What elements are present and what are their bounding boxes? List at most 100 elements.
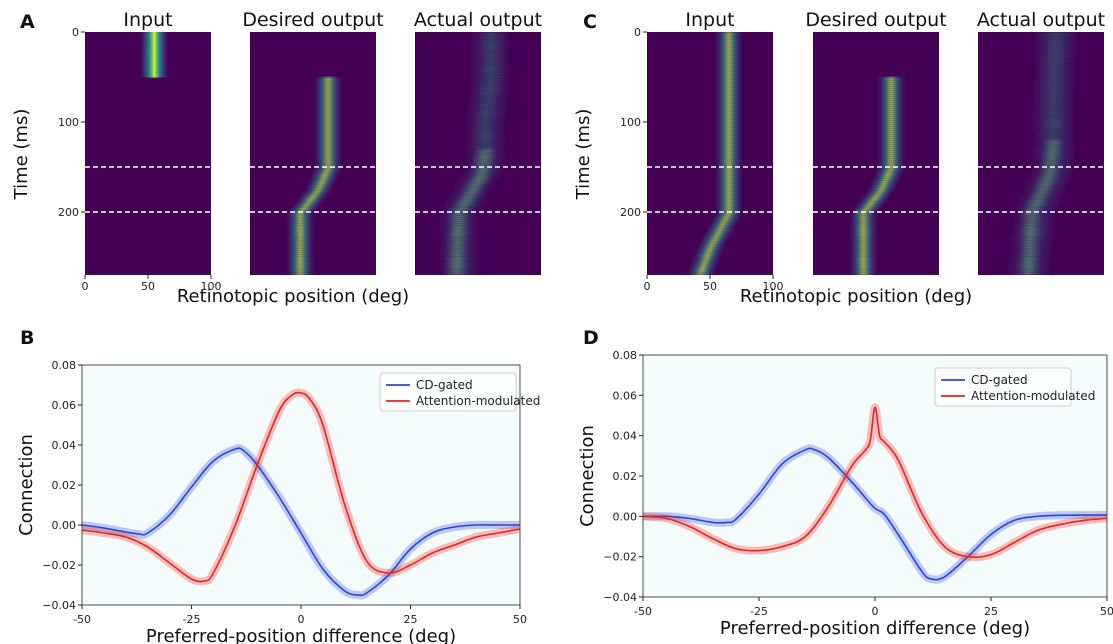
actual-ridge-core	[1020, 245, 1039, 249]
desired-ridge	[876, 107, 907, 110]
input-ridge	[707, 224, 738, 227]
actual-ridge	[464, 112, 509, 115]
actual-ridge	[1029, 105, 1078, 109]
desired-ridge	[313, 91, 344, 94]
desired-ridge	[876, 115, 907, 118]
desired-ridge	[876, 149, 907, 152]
actual-ridge-core	[445, 271, 466, 274]
actual-ridge-core	[1043, 150, 1062, 153]
desired-ridge	[862, 193, 893, 197]
desired-ridge	[313, 81, 344, 84]
y-axis-label: Connection	[16, 434, 37, 536]
desired-ridge	[285, 247, 316, 251]
desired-ridge	[313, 127, 344, 130]
desired-ridge	[313, 77, 344, 80]
actual-ridge-core	[1020, 253, 1039, 256]
actual-ridge	[1029, 119, 1078, 123]
desired-ridge	[876, 83, 907, 86]
actual-ridge	[463, 145, 508, 149]
actual-ridge-core	[471, 170, 492, 173]
desired-ridge	[285, 245, 316, 249]
heatmap-A-0: Input 0 100 200 0 50 100 Time (ms)	[11, 9, 222, 293]
actual-ridge-core	[447, 235, 468, 239]
desired-ridge	[285, 212, 316, 215]
actual-ridge	[463, 141, 508, 145]
desired-ridge	[876, 79, 907, 82]
actual-ridge-core	[1020, 243, 1039, 247]
actual-ridge-core	[1024, 206, 1043, 209]
actual-ridge-core	[448, 225, 469, 229]
actual-ridge-core	[1026, 202, 1045, 205]
heatmap-y-label: Time (ms)	[573, 109, 594, 201]
y-tick-label: −0.04	[603, 591, 637, 604]
actual-ridge	[468, 35, 513, 39]
actual-ridge-core	[465, 184, 486, 187]
input-ridge	[713, 48, 744, 51]
actual-ridge-core	[448, 223, 469, 227]
actual-ridge	[463, 118, 508, 121]
desired-ridge	[876, 147, 907, 150]
legend-label-0: CD-gated	[971, 373, 1028, 387]
actual-ridge-core	[1020, 235, 1039, 239]
input-ridge	[713, 74, 744, 77]
heatmap-C-1: Desired output	[805, 9, 947, 275]
actual-ridge	[1030, 88, 1079, 91]
desired-ridge	[848, 255, 879, 258]
desired-ridge	[876, 93, 907, 96]
y-tick-label: 0.04	[52, 439, 77, 452]
desired-ridge	[876, 117, 907, 120]
actual-ridge-core	[463, 188, 484, 191]
actual-ridge	[464, 110, 509, 113]
desired-ridge	[311, 171, 342, 174]
input-ridge	[713, 180, 744, 183]
input-ridge	[139, 35, 170, 39]
desired-ridge	[298, 195, 329, 199]
actual-ridge-core	[448, 217, 469, 221]
desired-ridge	[859, 197, 890, 201]
input-ridge	[139, 51, 170, 55]
actual-ridge	[463, 122, 508, 125]
x-tick-label: 0	[82, 280, 89, 293]
actual-ridge-core	[1019, 261, 1038, 264]
y-tick-label: 0.00	[613, 510, 638, 523]
desired-ridge	[876, 151, 907, 154]
input-ridge	[687, 267, 718, 270]
desired-ridge	[285, 265, 316, 268]
y-tick-label: 0.02	[613, 470, 638, 483]
actual-ridge	[468, 73, 513, 76]
input-ridge	[713, 144, 744, 147]
actual-ridge-core	[473, 160, 494, 164]
panel-A: A Input 0 100 200 0 50 100 Time (ms) Desired outp…	[11, 9, 542, 307]
actual-ridge	[1029, 135, 1078, 139]
y-tick-label: 0.02	[52, 479, 77, 492]
actual-ridge	[1031, 54, 1080, 57]
actual-ridge-core	[1039, 176, 1058, 179]
input-ridge	[713, 76, 744, 79]
actual-ridge-core	[1031, 192, 1050, 195]
actual-ridge	[468, 41, 513, 45]
actual-ridge-core	[1044, 140, 1063, 143]
actual-ridge	[1029, 96, 1078, 99]
desired-ridge	[873, 173, 904, 176]
desired-ridge	[851, 207, 882, 211]
desired-ridge	[313, 161, 344, 164]
heatmap-A-1: Desired output	[242, 9, 384, 275]
actual-ridge-core	[466, 182, 487, 185]
actual-ridge	[1030, 76, 1079, 79]
actual-ridge	[467, 90, 512, 94]
actual-ridge	[463, 123, 508, 127]
series-line-0	[81, 447, 520, 597]
desired-ridge	[307, 179, 338, 182]
input-ridge	[713, 102, 744, 105]
desired-ridge	[876, 165, 907, 168]
actual-ridge-core	[448, 229, 469, 233]
actual-ridge-core	[472, 164, 493, 167]
desired-ridge	[848, 241, 879, 245]
desired-ridge	[285, 241, 316, 245]
desired-ridge	[285, 243, 316, 247]
desired-ridge	[848, 212, 879, 215]
y-tick-label: −0.04	[42, 599, 76, 612]
desired-ridge	[285, 273, 316, 275]
desired-ridge	[301, 191, 332, 195]
input-ridge	[139, 63, 170, 66]
